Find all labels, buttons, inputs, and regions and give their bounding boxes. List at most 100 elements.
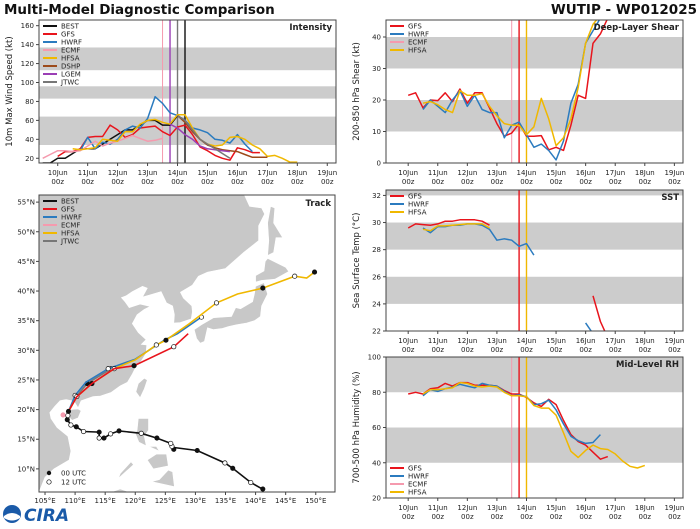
rh-panel: 2040608010010Jun00z11Jun00z12Jun00z13Jun…	[352, 354, 684, 522]
track-marker-00utc	[96, 429, 102, 435]
x-tick-label-hour: 00z	[201, 178, 214, 186]
x-tick-label-hour: 00z	[520, 178, 533, 186]
shaded-band	[39, 116, 336, 146]
x-tick-label-day: 18Jun	[287, 169, 307, 177]
series-line-lgem	[169, 123, 230, 153]
track-marker-12utc	[105, 366, 111, 372]
x-tick-label-hour: 00z	[668, 346, 681, 354]
shaded-band	[39, 47, 336, 71]
land-borneo	[110, 488, 130, 492]
track-marker-00utc	[116, 428, 122, 434]
x-tick-label-hour: 00z	[81, 178, 94, 186]
lon-tick-label: 135°E	[215, 497, 236, 505]
intensity-y-axis-label: 10m Max Wind Speed (kt)	[5, 36, 15, 146]
series-line-gfs	[57, 124, 260, 161]
lat-tick-label: 20°N	[17, 406, 35, 414]
storm-id: WUTIP - WP012025	[551, 2, 697, 18]
land-taiwan	[135, 377, 148, 399]
legend-label-hwrf: HWRF	[61, 214, 82, 222]
track-line-hwrf	[67, 316, 202, 412]
x-tick-label-hour: 00z	[51, 178, 64, 186]
track-marker-12utc	[138, 430, 144, 436]
lon-tick-label: 115°E	[95, 497, 116, 505]
legend-label-ecmf: ECMF	[408, 39, 427, 47]
x-tick-label-day: 15Jun	[546, 169, 566, 177]
x-tick-label-hour: 00z	[402, 513, 415, 521]
track-marker-12utc	[65, 412, 71, 419]
panels: 2040608010012014016010Jun00z11Jun00z12Ju…	[5, 19, 684, 522]
x-tick-label-day: 12Jun	[457, 169, 477, 177]
sst-plot-area	[386, 190, 683, 331]
x-tick-label-day: 19Jun	[664, 504, 684, 512]
track-marker-00utc	[163, 337, 169, 343]
x-tick-label-hour: 00z	[431, 178, 444, 186]
lon-tick-label: 145°E	[275, 497, 296, 505]
series-line-hfsa	[422, 381, 646, 469]
x-tick-label-day: 15Jun	[546, 337, 566, 345]
lat-tick-label: 45°N	[17, 258, 35, 266]
track-marker-00utc	[311, 269, 318, 275]
x-tick-label-hour: 00z	[668, 513, 681, 521]
x-tick-label-day: 15Jun	[546, 504, 566, 512]
x-tick-label-hour: 00z	[638, 346, 651, 354]
x-tick-label-hour: 00z	[609, 513, 622, 521]
legend-label-hwrf: HWRF	[61, 39, 82, 47]
legend-label-gfs: GFS	[408, 23, 422, 31]
x-tick-label-day: 11Jun	[428, 337, 448, 345]
x-tick-label-hour: 00z	[638, 178, 651, 186]
x-tick-label-day: 13Jun	[487, 504, 507, 512]
x-tick-label-hour: 00z	[461, 178, 474, 186]
series-line-hfsa	[72, 113, 298, 163]
track-marker-00utc	[65, 408, 72, 414]
track-marker-00utc	[131, 363, 137, 369]
x-tick-label-day: 14Jun	[517, 504, 537, 512]
x-tick-label-hour: 00z	[638, 513, 651, 521]
legend-label-hfsa: HFSA	[408, 489, 427, 497]
x-tick-label-hour: 00z	[231, 178, 244, 186]
x-tick-label-hour: 00z	[402, 178, 415, 186]
y-tick-label: 22	[372, 328, 381, 336]
x-tick-label-day: 10Jun	[398, 169, 418, 177]
track-marker-00utc	[101, 435, 107, 441]
legend-label-hfsa: HFSA	[61, 55, 80, 63]
marker-legend-12utc: 12 UTC	[61, 479, 86, 487]
shaded-band	[386, 190, 683, 196]
x-tick-label-hour: 00z	[431, 513, 444, 521]
legend-label-ecmf: ECMF	[61, 222, 80, 230]
series-line-hfsa	[422, 223, 490, 232]
filled-marker-icon	[46, 470, 52, 476]
y-tick-label: 24	[372, 300, 381, 308]
series-line-gfs	[407, 219, 606, 331]
y-tick-label: 0	[377, 160, 381, 168]
x-tick-label-hour: 00z	[579, 513, 592, 521]
sst-panel-title: SST	[661, 193, 679, 203]
land-honshu	[193, 282, 268, 344]
track-marker-12utc	[292, 273, 298, 279]
x-tick-label-day: 10Jun	[398, 504, 418, 512]
y-tick-label: 100	[368, 354, 381, 362]
track-marker-00utc	[73, 424, 79, 430]
y-tick-label: 30	[372, 65, 381, 73]
x-tick-label-hour: 00z	[321, 178, 334, 186]
lat-tick-label: 15°N	[17, 436, 35, 444]
rh-plot-area	[386, 357, 683, 498]
x-tick-label-day: 13Jun	[487, 169, 507, 177]
x-tick-label-hour: 00z	[111, 178, 124, 186]
legend-label-gfs: GFS	[408, 193, 422, 201]
legend-label-gfs: GFS	[61, 206, 75, 214]
shear-panel-title: Deep-Layer Shear	[594, 23, 680, 33]
y-tick-label: 160	[21, 22, 34, 30]
marker-legend-00utc: 00 UTC	[61, 470, 86, 478]
x-tick-label-day: 18Jun	[635, 169, 655, 177]
shear-frame	[385, 19, 684, 164]
x-tick-label-day: 16Jun	[576, 337, 596, 345]
y-tick-label: 10	[372, 128, 381, 136]
y-tick-label: 100	[21, 79, 34, 87]
intensity-plot-area	[39, 20, 336, 163]
x-tick-label-day: 17Jun	[605, 337, 625, 345]
x-tick-label-hour: 00z	[520, 513, 533, 521]
x-tick-label-day: 12Jun	[457, 337, 477, 345]
shaded-band	[386, 357, 683, 393]
x-tick-label-day: 11Jun	[428, 169, 448, 177]
legend-label-hfsa: HFSA	[408, 47, 427, 55]
